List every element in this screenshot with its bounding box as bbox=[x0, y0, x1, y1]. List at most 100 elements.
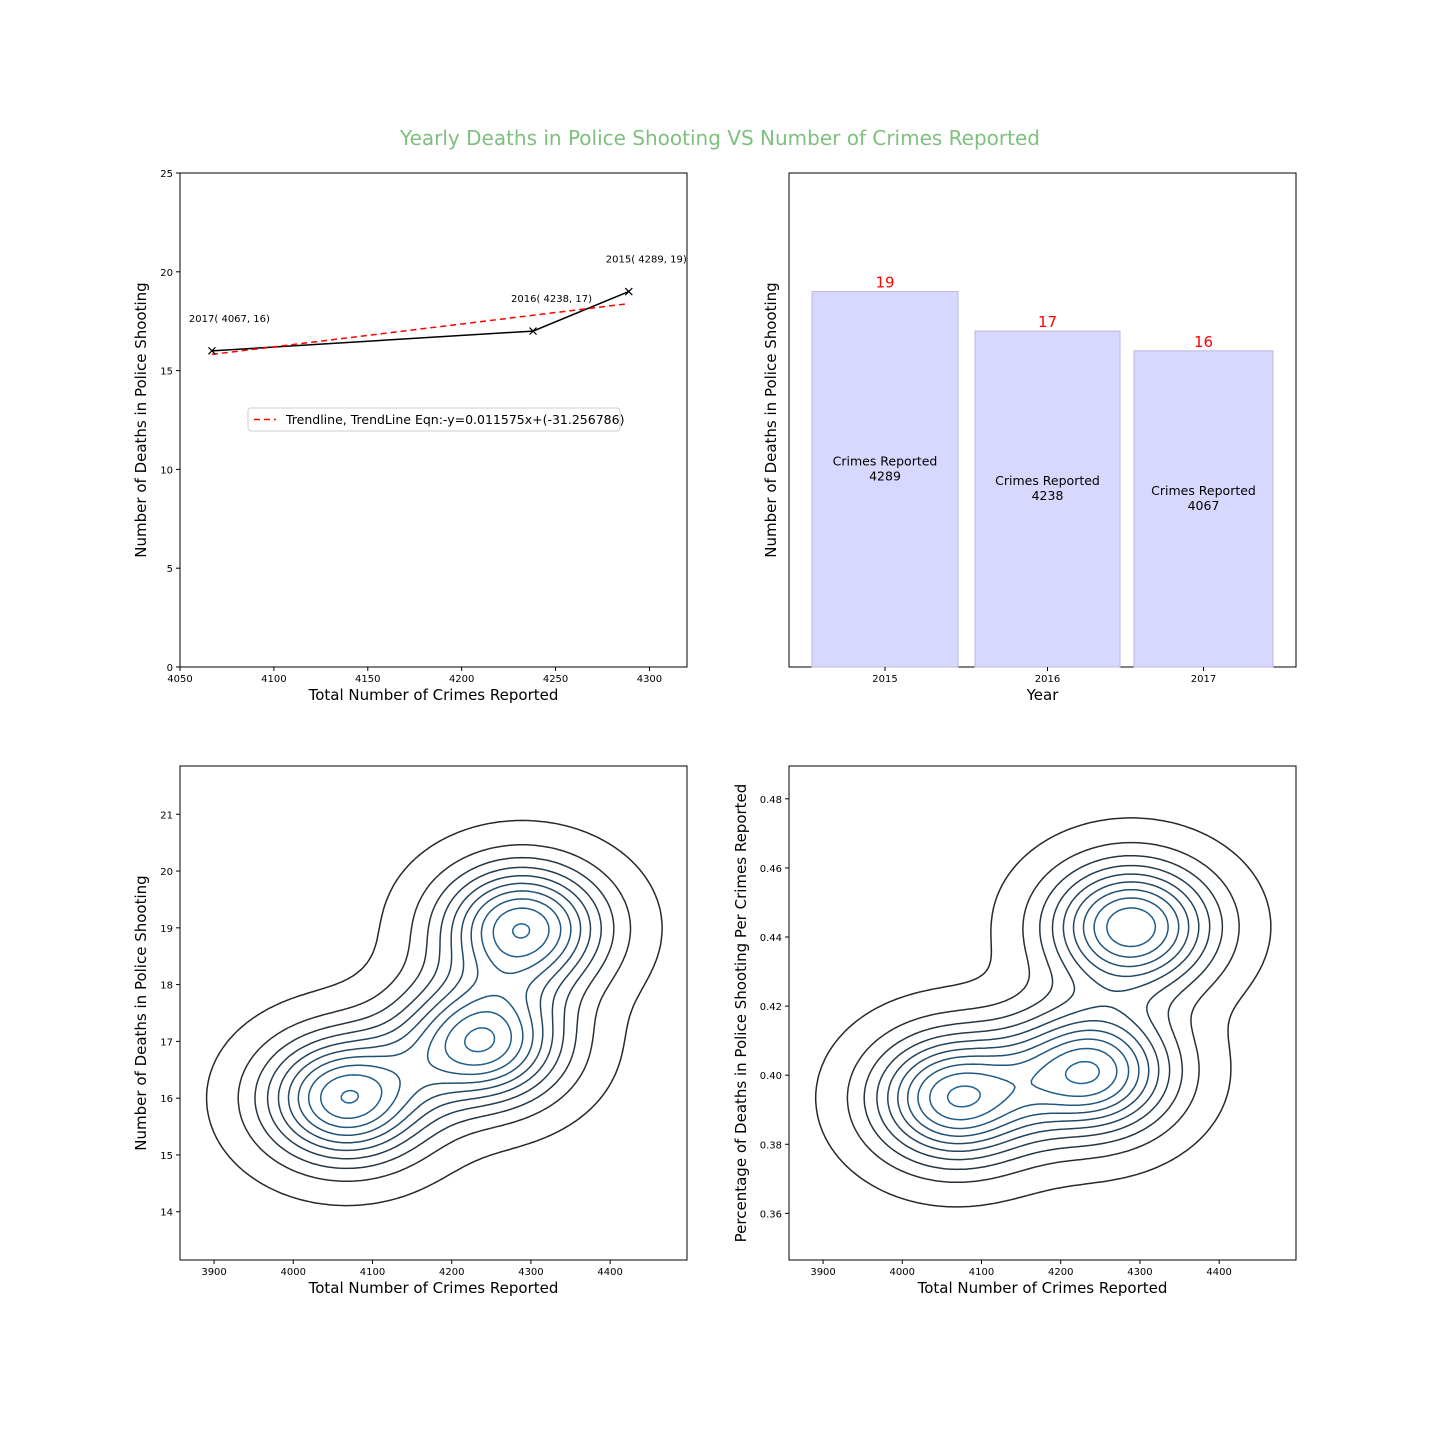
bar bbox=[1133, 350, 1274, 668]
y-axis-label: Number of Deaths in Police Shooting bbox=[132, 282, 150, 557]
x-axis-label: Year bbox=[1026, 686, 1060, 704]
y-axis-label: Number of Deaths in Police Shooting bbox=[762, 282, 780, 557]
y-tick-label: 16 bbox=[160, 1094, 173, 1105]
contour-level-line bbox=[863, 854, 1224, 1171]
y-axis-label: Number of Deaths in Police Shooting bbox=[132, 875, 150, 1150]
bar-text-label: Crimes Reported bbox=[1151, 483, 1256, 498]
contour-level-line bbox=[946, 1060, 1101, 1108]
y-tick-label: 10 bbox=[160, 465, 173, 476]
contour-level-line bbox=[237, 844, 632, 1183]
x-tick-label: 4300 bbox=[518, 1267, 543, 1278]
y-tick-label: 25 bbox=[160, 169, 173, 180]
data-point-label: 2015( 4289, 19) bbox=[606, 255, 687, 266]
x-tick-label: 2016 bbox=[1035, 674, 1060, 685]
x-tick-label: 4100 bbox=[360, 1267, 385, 1278]
trendline bbox=[211, 302, 629, 356]
data-point-marker bbox=[529, 327, 537, 336]
contour-level-line bbox=[906, 888, 1180, 1137]
marker-stroke bbox=[529, 327, 537, 336]
y-tick-label: 15 bbox=[160, 367, 173, 378]
y-tick-label: 20 bbox=[160, 867, 173, 878]
bar bbox=[974, 330, 1121, 668]
bar-text-value: 4238 bbox=[1032, 488, 1064, 503]
y-tick-label: 0.44 bbox=[760, 933, 782, 944]
contour-level-line bbox=[917, 897, 1169, 1130]
bar-value-label: 16 bbox=[1194, 333, 1213, 351]
bar-text-value: 4289 bbox=[869, 468, 901, 483]
contour-chart-deaths-panel: 3900 4000 4100 4200 4300 4400 14 15 16 17 18 19 20 21… bbox=[132, 765, 688, 1297]
bar-chart-panel: Year Number of Deaths in Police Shooting 2… bbox=[762, 172, 1297, 704]
line-chart-panel: 4050 4100 4150 4200 4250 4300 0 5 10 15 20 25 Total … bbox=[132, 169, 688, 704]
y-tick-label: 0.42 bbox=[760, 1002, 782, 1013]
data-point-marker bbox=[207, 346, 216, 355]
x-tick-label: 4000 bbox=[890, 1267, 915, 1278]
plot-frame bbox=[179, 172, 688, 668]
contour-level-line bbox=[887, 873, 1200, 1153]
y-tick-label: 0.38 bbox=[760, 1140, 782, 1151]
y-tick-label: 17 bbox=[160, 1037, 173, 1048]
x-axis-label: Total Number of Crimes Reported bbox=[308, 1279, 559, 1297]
y-tick-label: 19 bbox=[160, 924, 173, 935]
y-tick-label: 20 bbox=[160, 268, 173, 279]
contour-level-line bbox=[297, 890, 572, 1137]
x-tick-label: 4300 bbox=[1127, 1267, 1152, 1278]
data-point-marker bbox=[624, 287, 633, 296]
plot-frame bbox=[179, 765, 688, 1261]
y-tick-label: 5 bbox=[167, 564, 173, 575]
y-tick-label: 0 bbox=[167, 663, 173, 674]
x-tick-label: 3900 bbox=[810, 1267, 835, 1278]
y-axis-label: Percentage of Deaths in Police Shooting … bbox=[732, 784, 750, 1243]
x-axis-label: Total Number of Crimes Reported bbox=[308, 686, 559, 704]
y-tick-label: 14 bbox=[160, 1208, 173, 1219]
contour-level-line bbox=[814, 817, 1272, 1208]
x-axis-label: Total Number of Crimes Reported bbox=[917, 1279, 1168, 1297]
data-point-label: 2016( 4238, 17) bbox=[511, 294, 592, 305]
contour-level-line bbox=[340, 923, 531, 1104]
contour-level-line bbox=[846, 841, 1240, 1184]
legend-box bbox=[247, 407, 621, 432]
marker-stroke bbox=[207, 346, 216, 355]
contour-level-line bbox=[205, 819, 663, 1207]
contour-level-line bbox=[287, 882, 582, 1144]
marker-stroke bbox=[624, 287, 633, 296]
contour-level-line bbox=[876, 864, 1211, 1161]
bar-text-label: Crimes Reported bbox=[995, 473, 1100, 488]
contour-level-line bbox=[897, 881, 1190, 1145]
x-tick-label: 4300 bbox=[637, 674, 662, 685]
y-tick-label: 0.48 bbox=[760, 795, 782, 806]
x-tick-label: 4200 bbox=[449, 674, 474, 685]
bar-text-value: 4067 bbox=[1188, 498, 1220, 513]
x-tick-label: 4050 bbox=[167, 674, 192, 685]
y-tick-label: 0.46 bbox=[760, 864, 782, 875]
x-tick-label: 2017 bbox=[1191, 674, 1216, 685]
legend-label: Trendline, TrendLine Eqn:-y=0.011575x+(-… bbox=[285, 412, 624, 427]
bar-value-label: 17 bbox=[1038, 313, 1057, 331]
contour-level-line bbox=[266, 866, 602, 1160]
x-tick-label: 4100 bbox=[261, 674, 286, 685]
data-point-label: 2017( 4067, 16) bbox=[189, 314, 270, 325]
x-tick-label: 4400 bbox=[1206, 1267, 1231, 1278]
contour-level-line bbox=[307, 898, 562, 1129]
x-tick-label: 4000 bbox=[281, 1267, 306, 1278]
figure-title: Yearly Deaths in Police Shooting VS Numb… bbox=[399, 126, 1040, 150]
x-tick-label: 4400 bbox=[597, 1267, 622, 1278]
contour-level-line bbox=[320, 907, 550, 1120]
x-tick-label: 4200 bbox=[1048, 1267, 1073, 1278]
contour-level-line bbox=[277, 874, 592, 1152]
x-tick-label: 3900 bbox=[201, 1267, 226, 1278]
legend: Trendline, TrendLine Eqn:-y=0.011575x+(-… bbox=[247, 407, 624, 432]
bar-value-label: 19 bbox=[875, 274, 894, 292]
contour-level-line bbox=[254, 856, 615, 1170]
bar bbox=[811, 291, 959, 668]
y-tick-label: 21 bbox=[160, 810, 173, 821]
plot-frame bbox=[788, 765, 1297, 1261]
contour-level-line bbox=[929, 907, 1157, 1121]
y-tick-label: 15 bbox=[160, 1151, 173, 1162]
x-tick-label: 2015 bbox=[872, 674, 897, 685]
bar-text-label: Crimes Reported bbox=[833, 453, 938, 468]
x-tick-label: 4200 bbox=[439, 1267, 464, 1278]
x-tick-label: 4100 bbox=[969, 1267, 994, 1278]
y-tick-label: 0.40 bbox=[760, 1071, 782, 1082]
x-tick-label: 4250 bbox=[543, 674, 568, 685]
